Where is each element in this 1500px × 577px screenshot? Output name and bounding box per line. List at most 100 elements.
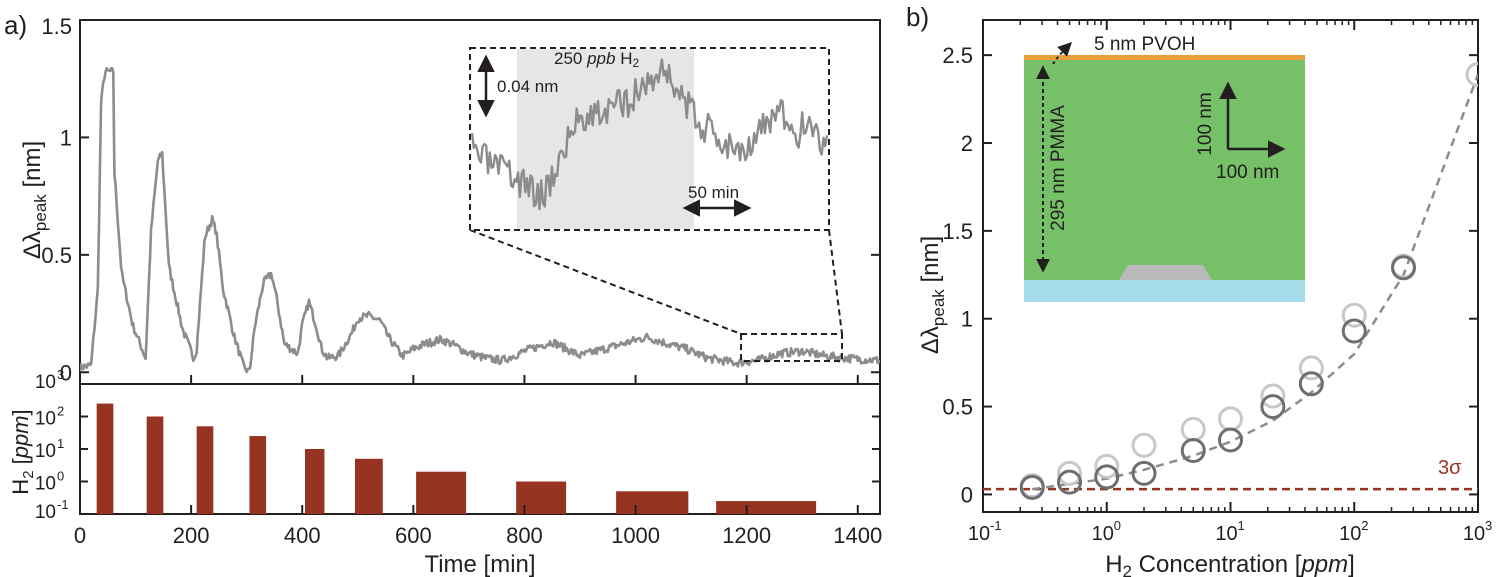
h2-pulse-bar-1 (96, 403, 114, 514)
panel-a-bottom-ytick-exponent: 2 (57, 404, 64, 419)
panel-b-fit-curve (1032, 74, 1478, 491)
panel-b-xtick-label: 10 (968, 523, 990, 545)
panel-b-xtick-exponent: 2 (1361, 518, 1368, 533)
data-point-light (1465, 61, 1478, 87)
panel-a-bottom-ytick-label: 10 (35, 502, 56, 523)
panel-b-inset-schematic: 295 nm PMMA 5 nm PVOH 100 nm 100 nm (1024, 34, 1305, 302)
threshold-label: 3σ (1438, 457, 1462, 479)
panel-b-ytick-label: 2.5 (942, 43, 973, 68)
panel-b-xtick-exponent: 0 (1114, 518, 1121, 533)
panel-a-xtick-label: 1400 (833, 523, 882, 548)
panel-b-ytick-label: 0.5 (942, 395, 973, 420)
panel-a-xticks: 0 200 400 600 800 1000 1200 1400 (74, 375, 882, 548)
panel-b-xtick-exponent: 3 (1485, 518, 1492, 533)
inset-pvoh-layer (1024, 55, 1305, 60)
inset-y-scale-label: 0.04 nm (497, 77, 558, 96)
panel-a-xtick-label: 400 (284, 523, 321, 548)
inset-pmma-label: 295 nm PMMA (1048, 105, 1069, 231)
panel-b-label: b) (906, 2, 929, 32)
h2-pulse-bar-5 (305, 449, 325, 514)
panel-b-ytick-label: 1 (961, 307, 973, 332)
panel-b-points-dark (1019, 255, 1416, 500)
panel-a-bottom-ytick-label: 10 (35, 372, 56, 393)
panel-a-bottom-ytick-exponent: 3 (57, 367, 64, 382)
inset-scale-horizontal-label: 100 nm (1216, 162, 1279, 183)
panel-a-bottom-ytick-exponent: 1 (57, 436, 64, 451)
data-point-dark (1390, 255, 1416, 281)
panel-a-xtick-label: 1200 (722, 523, 771, 548)
panel-a-top-ytick-label: 0 (60, 360, 72, 385)
inset-pvoh-label: 5 nm PVOH (1094, 34, 1195, 55)
panel-a-top-ylabel: Δλpeak [nm] (19, 141, 50, 259)
data-point-dark (1341, 318, 1367, 344)
panel-a-h2-bars (96, 403, 817, 514)
panel-a-bottom-ytick-exponent: 0 (57, 469, 64, 484)
data-point-dark (1260, 394, 1286, 420)
panel-a-top-yticks: 0 0.5 1 1.5 (41, 14, 880, 385)
inset-scale-vertical-label: 100 nm (1195, 92, 1216, 155)
inset-exposure-shade (517, 49, 694, 229)
data-point-dark (1056, 469, 1082, 495)
panel-b-xtick-label: 10 (1215, 523, 1237, 545)
data-point-dark (1019, 474, 1045, 500)
data-point-dark (1180, 438, 1206, 463)
h2-pulse-bar-9 (616, 491, 689, 514)
data-point-dark (1131, 460, 1157, 486)
panel-a-label: a) (4, 10, 27, 40)
h2-pulse-bar-2 (146, 416, 164, 514)
panel-b-ytick-label: 1.5 (942, 219, 973, 244)
data-point-light (1131, 432, 1157, 458)
data-point-light (1094, 453, 1120, 479)
panel-b-yticks: 0 0.5 1 1.5 2 2.5 (942, 43, 1478, 507)
h2-pulse-bar-7 (416, 471, 467, 514)
inset-annotation: 250 ppb H2 (554, 49, 639, 70)
data-point-dark (1094, 464, 1120, 490)
panel-b-xtick-exponent: 1 (1238, 518, 1245, 533)
data-point-light (1056, 460, 1082, 486)
panel-a-bottom-ytick-label: 10 (35, 474, 56, 495)
data-point-dark (1298, 371, 1324, 397)
panel-a-bottom-ytick-label: 10 (35, 409, 56, 430)
inset-nanoparticle (1119, 265, 1212, 280)
panel-a-zoom-box (740, 333, 843, 362)
inset-pvoh-arrow (1052, 42, 1072, 65)
panel-a-xtick-label: 200 (173, 523, 210, 548)
panel-b-ylabel: Δλpeak [nm] (917, 236, 948, 354)
inset-x-scale-label: 50 min (688, 183, 739, 202)
panel-a-time-trace (80, 66, 880, 374)
h2-pulse-bar-6 (355, 458, 383, 514)
inset-trace (470, 58, 829, 211)
panel-b-ytick-label: 2 (961, 131, 973, 156)
panel-b-xlabel: H2 Concentration [ppm] (1105, 551, 1355, 577)
h2-pulse-bar-10 (716, 501, 817, 514)
data-point-light (1298, 355, 1324, 381)
panel-b-xticks: 10 -1 10 0 10 1 10 2 10 3 (968, 20, 1492, 545)
inset-pmma-layer (1024, 60, 1305, 280)
h2-pulse-bar-3 (196, 426, 214, 514)
panel-a-xtick-label: 600 (395, 523, 432, 548)
data-point-dark (1218, 427, 1243, 453)
panel-a-xtick-label: 1000 (611, 523, 660, 548)
panel-a-xtick-label: 800 (506, 523, 543, 548)
h2-pulse-bar-4 (249, 436, 267, 514)
panel-a-bottom-ylabel: H2 [ppm] (8, 409, 37, 494)
panel-a-zoom-connector-left (469, 229, 742, 335)
panel-a-zoom-connector-right (828, 229, 843, 335)
panel-a-inset: 0.04 nm 250 ppb H2 50 min (469, 47, 830, 231)
panel-b-xtick-label: 10 (1463, 523, 1485, 545)
panel-a-bottom-ytick-exponent: -1 (57, 497, 69, 512)
data-point-light (1260, 383, 1286, 409)
data-point-light (1341, 302, 1367, 328)
panel-a-top-ytick-label: 1.5 (41, 14, 72, 39)
data-point-light (1218, 406, 1243, 432)
panel-b-ytick-label: 0 (961, 482, 973, 507)
panel-a-top-ytick-label: 1 (60, 125, 72, 150)
panel-b-xtick-label: 10 (1339, 523, 1361, 545)
panel-a-xtick-label: 0 (74, 523, 86, 548)
panel-a-xlabel: Time [min] (424, 551, 535, 577)
panel-b-xtick-exponent: -1 (990, 518, 1002, 533)
panel-b-xtick-label: 10 (1092, 523, 1114, 545)
data-point-light (1180, 416, 1206, 442)
